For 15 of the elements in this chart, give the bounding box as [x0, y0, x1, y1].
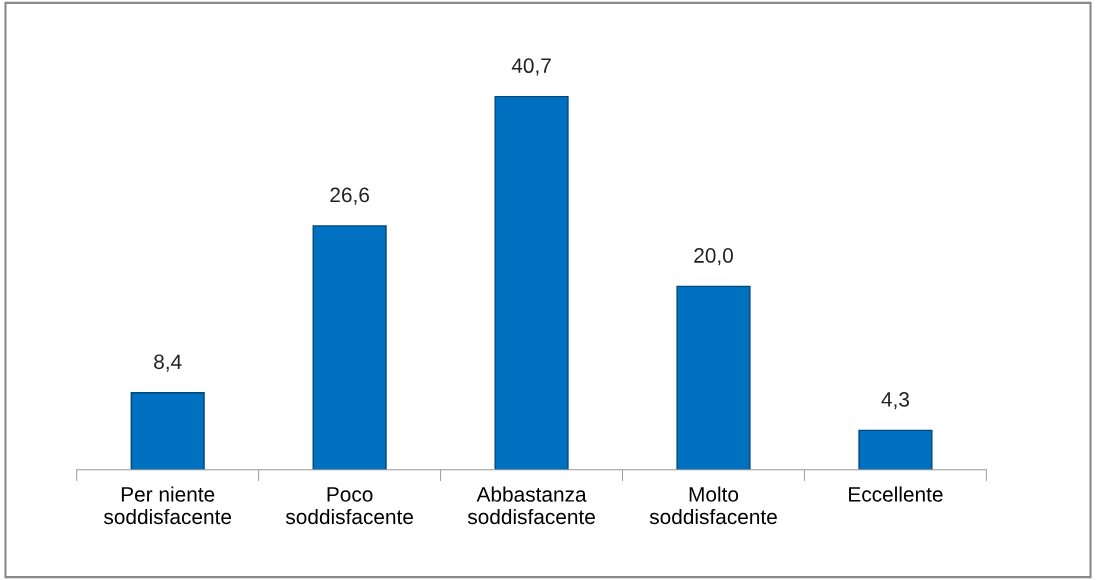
bar [858, 429, 933, 470]
data-label: 40,7 [511, 58, 551, 76]
x-tick-label: Poco soddisfacente [285, 487, 413, 525]
data-label: 26,6 [330, 187, 369, 205]
bar [312, 225, 387, 470]
bar [676, 285, 751, 470]
x-tick-label: Per niente soddisfacente [103, 486, 232, 525]
data-label: 8,4 [154, 354, 182, 372]
data-label: 4,3 [881, 392, 909, 410]
x-tick-label: Eccellente [849, 486, 943, 502]
data-label: 20,0 [694, 248, 733, 266]
x-tick-label: Molto soddisfacente [649, 486, 777, 525]
bar [494, 95, 569, 470]
bar [130, 392, 205, 470]
x-tick-label: Abbastanza soddisfacente [467, 486, 595, 525]
